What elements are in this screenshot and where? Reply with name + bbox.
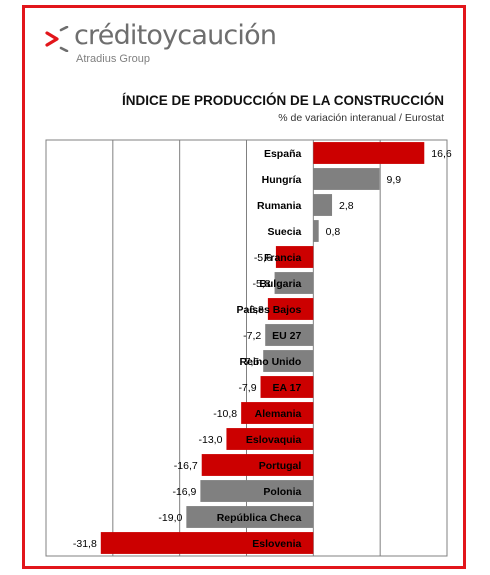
- chart-title: ÍNDICE DE PRODUCCIÓN DE LA CONSTRUCCIÓN: [121, 93, 444, 108]
- category-label: Países Bajos: [237, 304, 302, 316]
- bar: [265, 324, 314, 346]
- category-label: Hungría: [262, 174, 302, 186]
- data-label: -31,8: [73, 538, 97, 550]
- data-label: 16,6: [431, 148, 452, 160]
- data-label: -16,9: [172, 486, 196, 498]
- category-label: Polonia: [263, 486, 301, 498]
- category-label: Portugal: [259, 460, 302, 472]
- bar: [313, 168, 380, 190]
- bar: [226, 428, 314, 450]
- bar: [263, 350, 314, 372]
- data-label: 0,8: [326, 226, 341, 238]
- data-label: -7,2: [243, 330, 261, 342]
- category-label: Eslovaquia: [246, 434, 302, 446]
- bar: [313, 194, 333, 216]
- chart-frame: [22, 5, 466, 569]
- data-label: -19,0: [158, 512, 182, 524]
- category-label: Suecia: [267, 226, 301, 238]
- data-label: -10,8: [213, 408, 237, 420]
- bar: [186, 506, 314, 528]
- bar: [275, 246, 314, 268]
- bar: [313, 142, 425, 164]
- bar: [274, 272, 314, 294]
- category-label: República Checa: [217, 512, 302, 524]
- data-label: -6,8: [246, 304, 264, 316]
- category-label: EA 17: [273, 382, 302, 394]
- category-label: EU 27: [272, 330, 301, 342]
- category-label: Eslovenia: [252, 538, 301, 550]
- brand-group: Atradius Group: [76, 53, 150, 65]
- bar: [100, 532, 314, 554]
- data-label: -7,9: [238, 382, 256, 394]
- category-label: España: [264, 148, 302, 160]
- category-label: Bulgaria: [259, 278, 301, 290]
- data-label: -16,7: [174, 460, 198, 472]
- category-label: Alemania: [255, 408, 302, 420]
- bar: [260, 376, 314, 398]
- data-label: -7,5: [241, 356, 259, 368]
- brand-chevron-icon: [45, 26, 69, 52]
- data-label: 9,9: [386, 174, 401, 186]
- chart-subtitle: % de variación interanual / Eurostat: [278, 112, 444, 124]
- brand-name: créditoycaución: [74, 20, 277, 51]
- bar: [200, 480, 314, 502]
- category-label: Francia: [264, 252, 302, 264]
- data-label: -5,6: [254, 252, 272, 264]
- category-label: Rumania: [257, 200, 302, 212]
- data-label: -5,8: [252, 278, 270, 290]
- bar: [201, 454, 314, 476]
- data-label: -13,0: [199, 434, 223, 446]
- data-label: 2,8: [339, 200, 354, 212]
- bar: [313, 220, 319, 242]
- bar: [241, 402, 314, 424]
- category-label: Reino Unido: [240, 356, 302, 368]
- plot-border: [45, 139, 448, 557]
- bar: [267, 298, 314, 320]
